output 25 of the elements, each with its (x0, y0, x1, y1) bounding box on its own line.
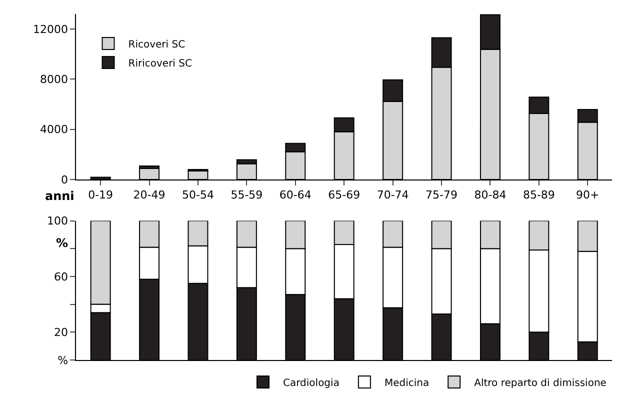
legend-label: Altro reparto di dimissione (474, 378, 606, 389)
y-tick-label: 12000 (33, 22, 68, 36)
y-tick-label: % (58, 354, 68, 367)
y-tick-label: 0 (61, 173, 68, 186)
x-tick-label: 0-19 (88, 188, 114, 202)
legend-label: Riricoveri SC (128, 58, 192, 70)
x-tick-label: 60-64 (279, 188, 312, 202)
x-tick-label: 70-74 (376, 188, 409, 202)
x-tick-label: 20-49 (133, 188, 166, 202)
legend-label: Ricoveri SC (128, 39, 186, 50)
x-tick-label: 85-89 (522, 188, 555, 202)
y-tick-label: 60 (54, 270, 68, 284)
legend-label: Medicina (384, 378, 430, 389)
y-tick-label: 100 (47, 214, 68, 228)
x-tick-label: 75-79 (426, 188, 458, 202)
x-tick-label: 90+ (576, 188, 600, 202)
x-axis-title: anni (45, 189, 74, 203)
legend-label: Cardiologia (283, 378, 340, 389)
x-tick-label: 65-69 (328, 188, 360, 202)
y-tick-label: 20 (54, 326, 68, 339)
y-tick-label: 4000 (40, 123, 68, 136)
x-tick-label: 55-59 (230, 188, 263, 202)
x-tick-label: 80-84 (474, 188, 506, 202)
y-tick-label: 8000 (40, 73, 68, 86)
x-tick-label: 50-54 (182, 188, 214, 202)
